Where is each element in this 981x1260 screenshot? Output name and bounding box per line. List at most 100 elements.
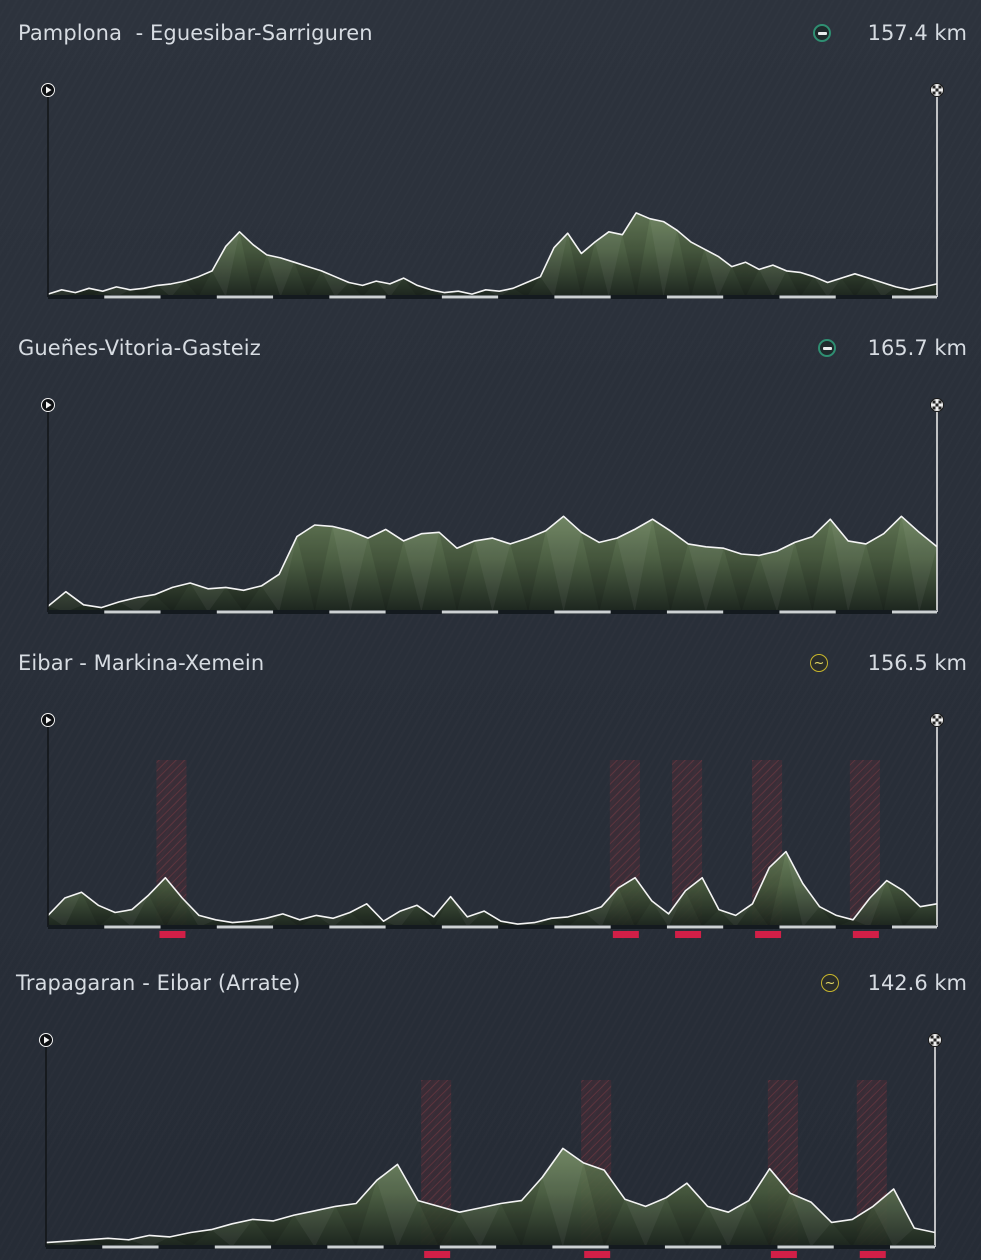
km-segment bbox=[216, 925, 274, 929]
elevation-profile bbox=[41, 398, 944, 614]
terrain-facet bbox=[583, 1162, 625, 1247]
terrain-facet bbox=[685, 877, 719, 927]
terrain-facet bbox=[666, 1183, 708, 1247]
checker-square bbox=[935, 403, 939, 407]
terrain-facet bbox=[649, 218, 678, 297]
stage-distance: 156.5 km bbox=[867, 651, 967, 675]
checker-square bbox=[933, 1038, 937, 1042]
terrain-facet bbox=[474, 538, 511, 612]
checker-square bbox=[936, 1041, 940, 1045]
stage-distance: 157.4 km bbox=[867, 21, 967, 45]
terrain-facet bbox=[865, 516, 902, 612]
checker-square bbox=[938, 721, 942, 725]
checker-square bbox=[932, 715, 936, 719]
terrain-facet bbox=[332, 526, 369, 612]
km-segment bbox=[779, 610, 836, 614]
stage-card: Pamplona - Eguesibar-Sarriguren 157.4 km bbox=[0, 0, 981, 320]
terrain-facet bbox=[652, 519, 689, 612]
terrain-facet bbox=[853, 880, 887, 927]
terrain-facet bbox=[841, 273, 869, 297]
stage-card: Gueñes-Vitoria-Gasteiz 165.7 km bbox=[0, 315, 981, 635]
km-segment bbox=[666, 610, 724, 614]
terrain-facet bbox=[794, 519, 831, 612]
checker-square bbox=[932, 91, 936, 95]
km-segment bbox=[441, 925, 499, 929]
km-segment bbox=[441, 610, 499, 614]
terrain-facet bbox=[211, 1219, 253, 1247]
terrain-facet bbox=[148, 877, 183, 927]
terrain-facet bbox=[348, 281, 377, 297]
terrain-facet bbox=[595, 231, 623, 297]
terrain-facet bbox=[239, 231, 267, 297]
terrain-facet bbox=[170, 1229, 212, 1247]
terrain-facet bbox=[616, 519, 653, 612]
terrain-facet bbox=[48, 892, 82, 927]
km-segment bbox=[554, 295, 611, 299]
terrain-facet bbox=[83, 601, 120, 612]
km-segment bbox=[329, 925, 386, 929]
km-segment bbox=[779, 925, 836, 929]
terrain-facet bbox=[376, 1164, 419, 1247]
terrain-facet bbox=[759, 265, 787, 297]
km-segment bbox=[439, 1245, 497, 1249]
climb-marker bbox=[424, 1251, 451, 1258]
terrain-facet bbox=[500, 1177, 543, 1247]
climb-marker bbox=[584, 1251, 611, 1258]
checker-square bbox=[932, 85, 936, 89]
profile-outline bbox=[47, 515, 938, 609]
checker-square bbox=[938, 715, 942, 719]
stage-card: Eibar - Markina-Xemein ~ 156.5 km bbox=[0, 630, 981, 950]
elevation-profile bbox=[39, 1033, 942, 1258]
climb-marker bbox=[675, 931, 702, 938]
checker-square bbox=[935, 88, 939, 92]
terrain-facet bbox=[368, 529, 404, 612]
terrain-facet bbox=[459, 1203, 501, 1247]
checker-square bbox=[938, 91, 942, 95]
checker-square bbox=[930, 1041, 934, 1045]
terrain-area bbox=[46, 1148, 935, 1247]
terrain-facet bbox=[542, 1148, 584, 1247]
terrain-area bbox=[48, 516, 937, 612]
play-icon bbox=[46, 716, 52, 724]
terrain-facet bbox=[707, 1200, 749, 1247]
terrain-facet bbox=[831, 1206, 873, 1247]
terrain-facet bbox=[868, 278, 896, 297]
terrain-facet bbox=[439, 532, 475, 612]
terrain-facet bbox=[119, 594, 155, 612]
terrain-area bbox=[48, 212, 937, 297]
hilly-stage-icon: ~ bbox=[810, 654, 828, 672]
stage-header: Gueñes-Vitoria-Gasteiz 165.7 km bbox=[0, 315, 981, 360]
km-segment bbox=[664, 1245, 722, 1249]
terrain-facet bbox=[677, 230, 705, 297]
play-icon bbox=[46, 401, 52, 409]
terrain-facet bbox=[182, 898, 216, 927]
climb-marker bbox=[770, 1251, 797, 1258]
terrain-facet bbox=[335, 1180, 377, 1247]
terrain-facet bbox=[688, 543, 724, 612]
terrain-facet bbox=[212, 231, 240, 297]
stage-distance: 142.6 km bbox=[867, 971, 967, 995]
km-segment bbox=[216, 295, 274, 299]
checker-square bbox=[932, 406, 936, 410]
km-segment bbox=[441, 295, 499, 299]
terrain-facet bbox=[790, 1193, 832, 1247]
hilly-stage-icon: ~ bbox=[821, 974, 839, 992]
profile-outline bbox=[47, 850, 938, 925]
terrain-facet bbox=[540, 233, 568, 297]
km-segment bbox=[891, 925, 937, 929]
terrain-facet bbox=[510, 530, 546, 612]
profile-outline bbox=[47, 212, 938, 295]
stage-title: Gueñes-Vitoria-Gasteiz bbox=[18, 336, 261, 360]
stage-header: Pamplona - Eguesibar-Sarriguren 157.4 km bbox=[0, 0, 981, 45]
km-segment bbox=[554, 925, 611, 929]
flat-stage-icon bbox=[818, 339, 836, 357]
terrain-facet bbox=[417, 896, 451, 927]
terrain-facet bbox=[81, 892, 116, 927]
terrain-facet bbox=[622, 212, 650, 297]
checker-square bbox=[932, 721, 936, 725]
elevation-profile bbox=[41, 713, 944, 938]
terrain-facet bbox=[752, 851, 787, 927]
terrain-facet bbox=[872, 1189, 915, 1247]
km-segment bbox=[554, 610, 611, 614]
terrain-facet bbox=[403, 532, 440, 612]
